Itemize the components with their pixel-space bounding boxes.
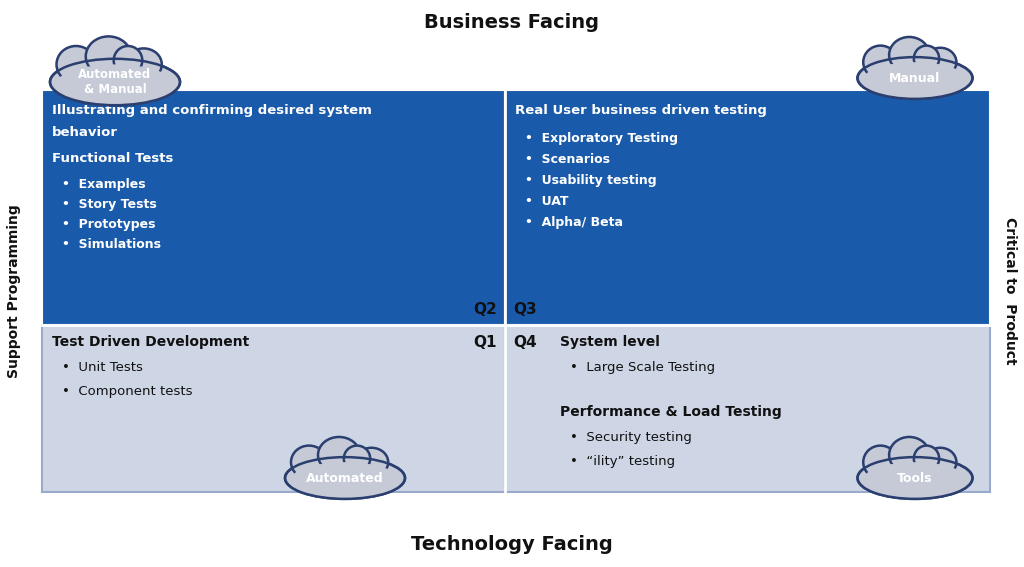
Text: Automated
& Manual: Automated & Manual — [79, 68, 152, 96]
Text: •  Security testing: • Security testing — [570, 431, 692, 444]
Ellipse shape — [290, 462, 400, 500]
Text: •  Usability testing: • Usability testing — [525, 174, 656, 187]
Ellipse shape — [344, 446, 371, 472]
Text: Automated: Automated — [306, 472, 384, 484]
Ellipse shape — [354, 448, 388, 476]
Text: behavior: behavior — [52, 126, 118, 139]
Text: Functional Tests: Functional Tests — [52, 152, 173, 165]
Bar — [42, 325, 505, 492]
Ellipse shape — [863, 446, 898, 479]
Text: Q2: Q2 — [473, 302, 497, 317]
Text: Real User business driven testing: Real User business driven testing — [515, 104, 767, 117]
Text: •  Prototypes: • Prototypes — [62, 218, 156, 231]
Ellipse shape — [285, 457, 406, 499]
Text: Q4: Q4 — [513, 335, 537, 350]
Text: Q1: Q1 — [473, 335, 497, 350]
Text: System level: System level — [560, 335, 659, 349]
Bar — [505, 325, 990, 492]
Text: •  Scenarios: • Scenarios — [525, 153, 610, 166]
Ellipse shape — [862, 62, 968, 100]
Text: Manual: Manual — [890, 71, 941, 84]
Ellipse shape — [56, 46, 95, 83]
Text: •  Unit Tests: • Unit Tests — [62, 361, 143, 374]
Ellipse shape — [86, 36, 131, 77]
Text: •  UAT: • UAT — [525, 195, 568, 208]
Text: •  Alpha/ Beta: • Alpha/ Beta — [525, 216, 623, 229]
Ellipse shape — [291, 446, 327, 479]
Ellipse shape — [114, 46, 142, 75]
Text: Q3: Q3 — [513, 302, 537, 317]
Ellipse shape — [889, 437, 930, 473]
Text: Illustrating and confirming desired system: Illustrating and confirming desired syst… — [52, 104, 372, 117]
Ellipse shape — [857, 57, 973, 99]
Ellipse shape — [125, 48, 162, 81]
Bar — [42, 90, 505, 325]
Ellipse shape — [863, 45, 898, 79]
Text: Tools: Tools — [897, 472, 933, 484]
Text: •  Story Tests: • Story Tests — [62, 198, 157, 211]
Text: Test Driven Development: Test Driven Development — [52, 335, 249, 349]
Text: Technology Facing: Technology Facing — [411, 535, 613, 555]
Ellipse shape — [862, 462, 968, 500]
Ellipse shape — [857, 457, 973, 499]
Text: Performance & Load Testing: Performance & Load Testing — [560, 405, 781, 419]
Ellipse shape — [913, 45, 939, 71]
Ellipse shape — [318, 437, 360, 473]
Text: •  Examples: • Examples — [62, 178, 145, 191]
Text: •  Component tests: • Component tests — [62, 385, 193, 398]
Ellipse shape — [925, 48, 956, 77]
Ellipse shape — [925, 448, 956, 476]
Text: Business Facing: Business Facing — [425, 12, 599, 32]
Text: •  “ility” testing: • “ility” testing — [570, 455, 675, 468]
Ellipse shape — [50, 59, 180, 105]
Ellipse shape — [913, 446, 939, 472]
Bar — [505, 90, 990, 325]
Text: •  Large Scale Testing: • Large Scale Testing — [570, 361, 715, 374]
Ellipse shape — [889, 37, 930, 73]
Text: •  Simulations: • Simulations — [62, 238, 161, 251]
Ellipse shape — [55, 65, 175, 106]
Text: •  Exploratory Testing: • Exploratory Testing — [525, 132, 678, 145]
Text: Critical to  Product: Critical to Product — [1002, 217, 1017, 365]
Text: Support Programming: Support Programming — [7, 204, 22, 378]
